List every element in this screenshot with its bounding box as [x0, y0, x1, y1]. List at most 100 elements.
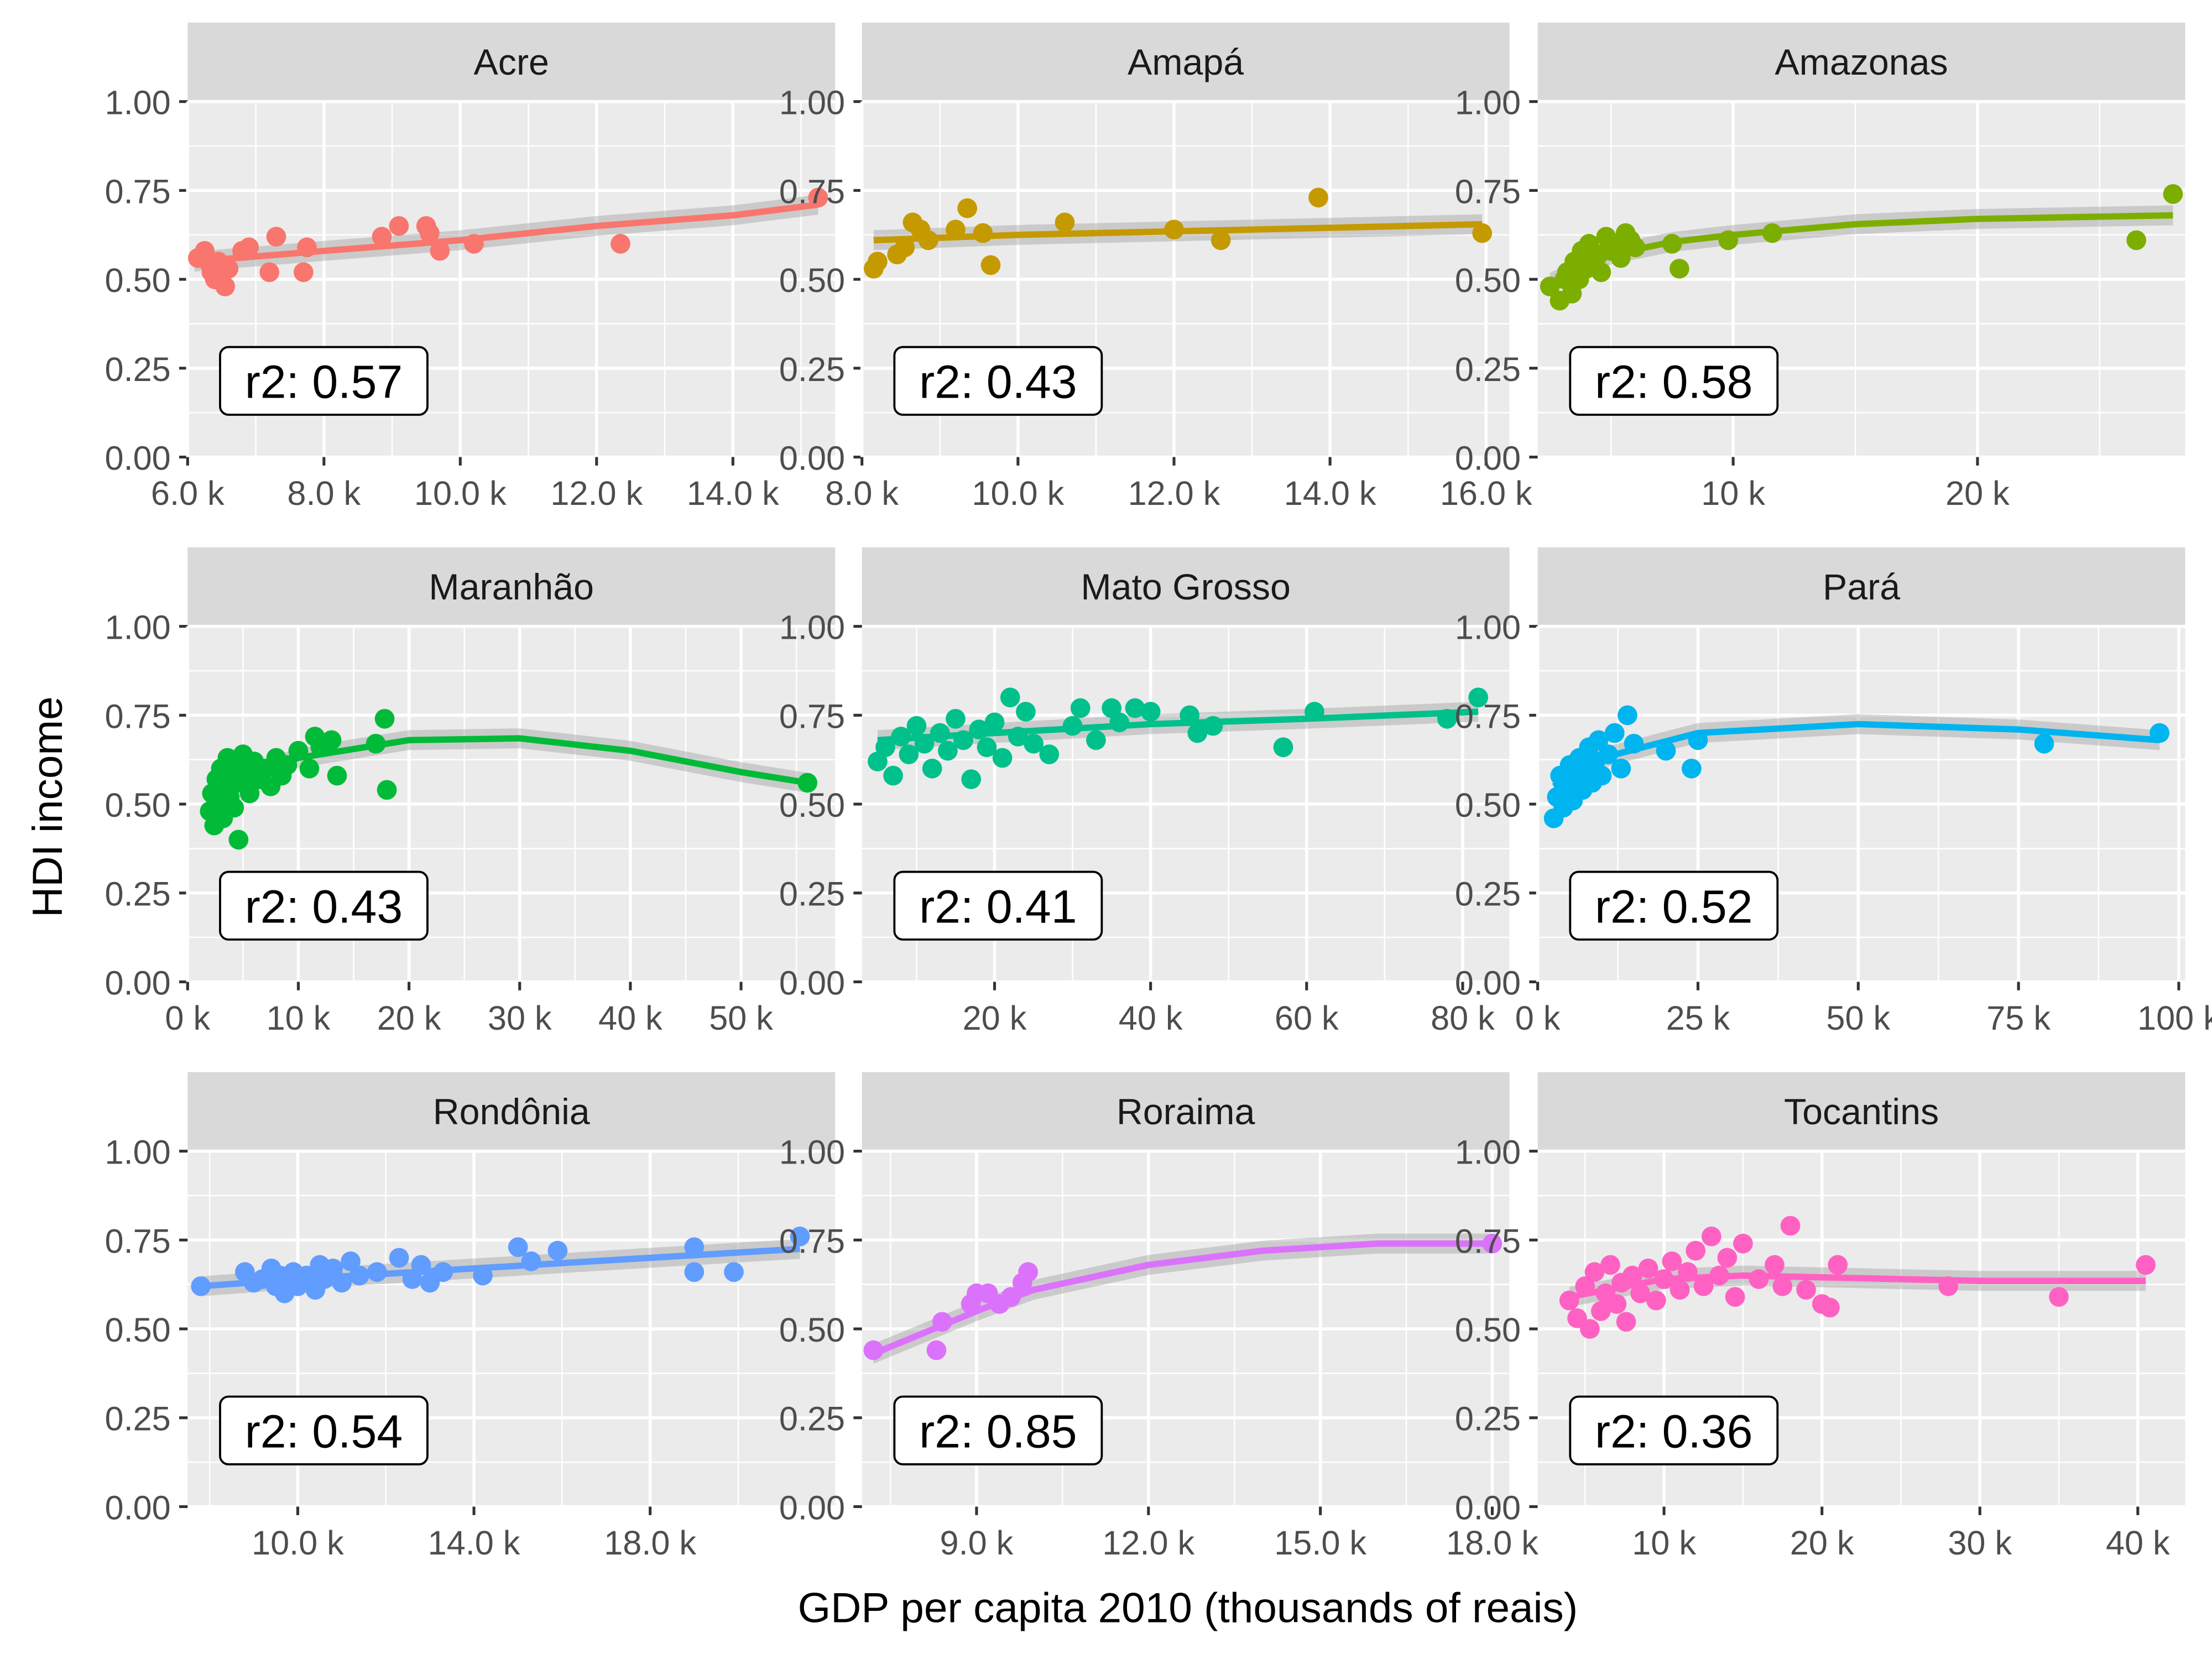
r2-label: r2: 0.85: [919, 1405, 1077, 1457]
fit-line: [194, 201, 819, 265]
r2-label-box: [219, 870, 429, 941]
x-tick-label: 12.0 k: [1102, 1524, 1194, 1562]
x-tick-label: 30 k: [488, 999, 552, 1037]
panel-0: Acre 0.00 0.25 0.50 0.75 1.00 6.0 k 8.0 k 10.0 k…: [105, 22, 836, 512]
data-point: [1018, 1262, 1039, 1282]
x-tick-label: 10.0 k: [414, 474, 507, 512]
panel-8: Tocantins 0.00 0.25 0.50 0.75 1.00 10 k 20 k 30 …: [1455, 1072, 2185, 1562]
data-point: [1600, 1255, 1620, 1275]
data-point: [724, 1262, 744, 1282]
y-tick-label: 0.75: [1455, 173, 1521, 210]
y-tick-label: 0.50: [1455, 262, 1521, 299]
panel-strip: [862, 22, 1510, 102]
y-tick-label: 0.25: [105, 351, 171, 388]
data-point: [790, 1227, 810, 1246]
y-tick-label: 1.00: [105, 1134, 171, 1171]
data-point: [1024, 733, 1044, 754]
data-point: [420, 1272, 440, 1293]
panel-2: Amazonas 0.00 0.25 0.50 0.75 1.00 10 k 20 k r2: …: [1455, 22, 2185, 512]
data-point: [218, 258, 239, 279]
panel-strip: [187, 1072, 836, 1151]
y-tick-label: 0.00: [1455, 964, 1521, 1001]
panel-title: Maranhão: [429, 567, 594, 608]
data-point: [980, 255, 1001, 275]
panel-4: Mato Grosso 0.00 0.25 0.50 0.75 1.00 20 k 40 k 6…: [779, 547, 1510, 1037]
data-point: [926, 1340, 947, 1360]
panel-title: Mato Grosso: [1081, 567, 1291, 608]
panel-strip: [862, 547, 1510, 627]
data-point: [937, 740, 958, 761]
x-tick-label: 40 k: [598, 999, 662, 1037]
fit-line: [1548, 212, 2173, 286]
r2-label: r2: 0.36: [1595, 1405, 1752, 1457]
data-point: [1592, 765, 1612, 786]
data-point: [341, 1251, 361, 1271]
data-point: [372, 227, 392, 247]
x-tick-label: 10.0 k: [972, 474, 1064, 512]
x-tick-label: 10 k: [1632, 1524, 1696, 1562]
y-tick-label: 0.00: [105, 439, 171, 477]
x-tick-label: 25 k: [1666, 999, 1730, 1037]
fit-line: [873, 221, 1483, 244]
data-point: [224, 797, 244, 818]
data-point: [419, 223, 440, 243]
y-tick-label: 0.75: [779, 697, 845, 735]
x-tick-label: 50 k: [1826, 999, 1890, 1037]
y-tick-label: 0.50: [779, 262, 845, 299]
x-tick-label: 10 k: [1701, 474, 1765, 512]
y-tick-label: 0.50: [779, 786, 845, 824]
data-point: [684, 1262, 705, 1282]
panel-strip: [187, 22, 836, 102]
x-tick-label: 75 k: [1986, 999, 2051, 1037]
fit-line: [208, 735, 808, 793]
data-point: [1016, 702, 1036, 722]
data-point: [984, 712, 1005, 733]
x-tick-label: 12.0 k: [1128, 474, 1220, 512]
y-tick-label: 1.00: [1455, 609, 1521, 646]
y-tick-label: 0.25: [1455, 875, 1521, 913]
x-tick-label: 60 k: [1275, 999, 1339, 1037]
data-point: [1733, 1233, 1753, 1254]
y-tick-label: 0.25: [1455, 351, 1521, 388]
data-point: [299, 758, 320, 779]
x-tick-label: 14.0 k: [687, 474, 779, 512]
y-tick-label: 0.75: [779, 173, 845, 210]
data-point: [2136, 1255, 2156, 1275]
x-tick-label: 50 k: [709, 999, 773, 1037]
data-point: [1725, 1287, 1745, 1307]
data-point: [2034, 733, 2054, 754]
panel-title: Acre: [474, 42, 549, 83]
r2-label: r2: 0.41: [919, 880, 1077, 932]
y-tick-label: 1.00: [105, 84, 171, 122]
y-tick-label: 0.50: [105, 1311, 171, 1349]
data-point: [266, 227, 286, 247]
x-tick-label: 6.0 k: [151, 474, 225, 512]
data-point: [977, 737, 997, 758]
data-point: [293, 262, 314, 283]
x-tick-label: 0 k: [1515, 999, 1561, 1037]
data-point: [1125, 698, 1145, 718]
y-tick-label: 0.50: [105, 786, 171, 824]
panel-7: Roraima 0.00 0.25 0.50 0.75 1.00 9.0 k 12.0 k 15…: [779, 1072, 1538, 1562]
panel-title: Pará: [1823, 567, 1900, 608]
x-tick-label: 10 k: [267, 999, 331, 1037]
data-point: [1701, 1227, 1721, 1246]
x-tick-label: 20 k: [963, 999, 1027, 1037]
panel-strip: [1537, 22, 2185, 102]
y-tick-label: 0.75: [105, 697, 171, 735]
data-point: [1638, 1258, 1658, 1279]
y-tick-label: 0.75: [105, 1222, 171, 1260]
r2-label-box: [1569, 870, 1779, 941]
confidence-band: [1550, 205, 2173, 293]
data-point: [1772, 1276, 1793, 1296]
y-tick-label: 0.25: [779, 351, 845, 388]
y-tick-label: 1.00: [1455, 1134, 1521, 1171]
data-point: [323, 1258, 343, 1279]
data-point: [1646, 1290, 1666, 1311]
x-tick-label: 14.0 k: [1284, 474, 1376, 512]
x-tick-label: 8.0 k: [287, 474, 361, 512]
x-tick-label: 40 k: [2106, 1524, 2170, 1562]
data-point: [259, 262, 280, 283]
x-tick-label: 20 k: [377, 999, 441, 1037]
data-point: [906, 716, 927, 736]
